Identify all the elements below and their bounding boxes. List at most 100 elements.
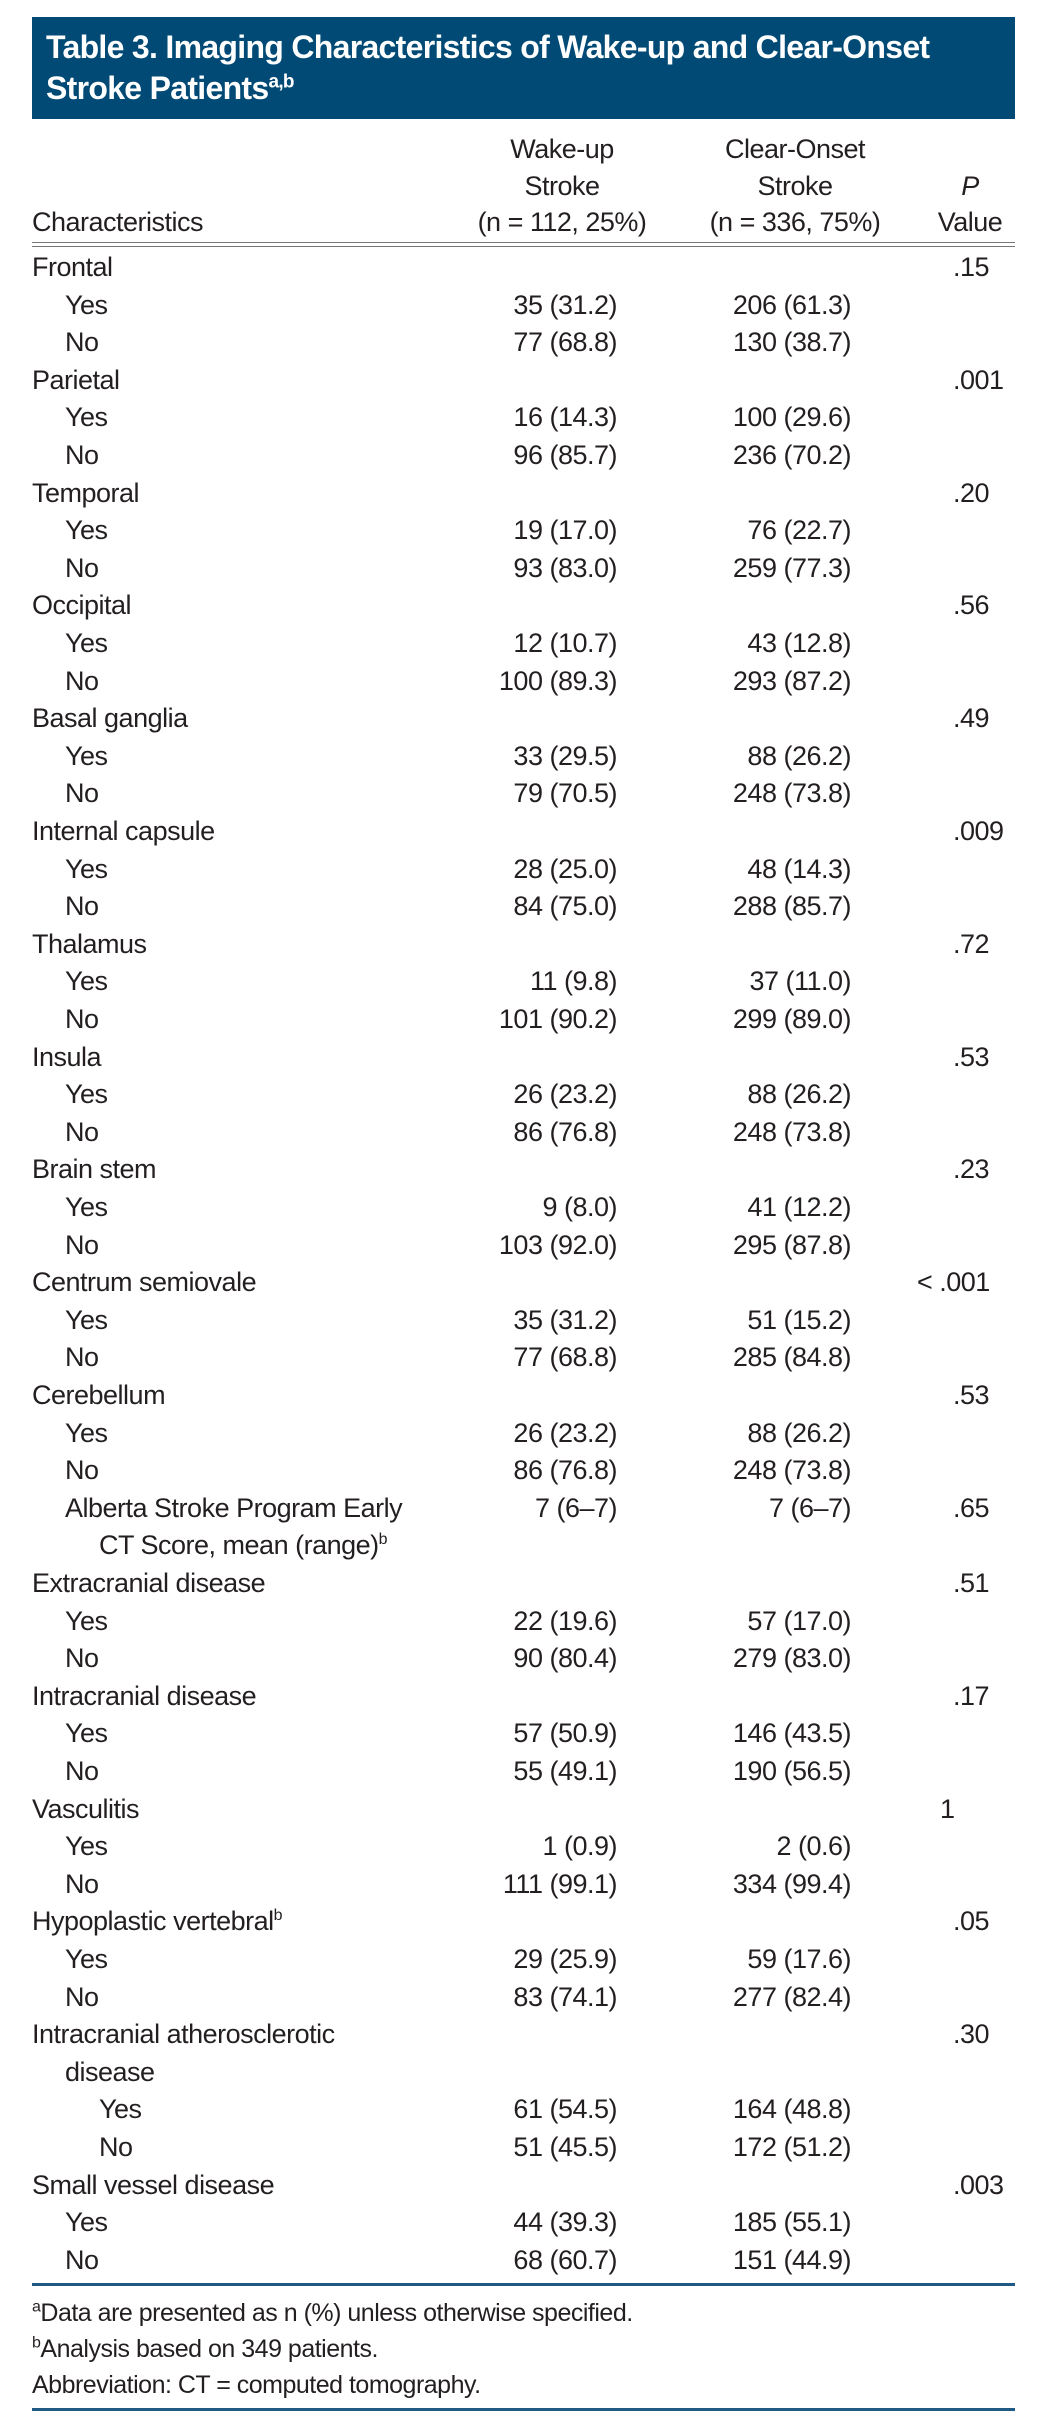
footnote-text: Data are presented as n (%) unless other… — [40, 2299, 633, 2327]
row-label: No — [65, 437, 99, 475]
table-row: No 101 (90.2) 299 (89.0) — [0, 1001, 1046, 1039]
wake-up-value: 84 (75.0) — [513, 891, 617, 922]
wake-up-value: 33 (29.5) — [513, 740, 617, 771]
table-row-category: Centrum semiovale < .001 — [0, 1264, 1046, 1302]
wake-up-value: 57 (50.9) — [513, 1718, 617, 1749]
table-row-category: Extracranial disease .51 — [0, 1565, 1046, 1603]
row-label-text: Yes — [65, 1304, 108, 1335]
row-label-text: No — [65, 1004, 99, 1034]
p-value: .53 — [953, 1380, 990, 1410]
header-rule — [32, 242, 1015, 247]
table-row: Yes 61 (54.5) 164 (48.8) — [0, 2091, 1046, 2129]
wake-up-value: 61 (54.5) — [513, 2094, 617, 2125]
clear-onset-value: 248 (73.8) — [732, 778, 852, 809]
row-label-text: disease — [65, 2056, 155, 2087]
row-label-text: Yes — [65, 1605, 108, 1636]
table-row: No 79 (70.5) 248 (73.8) — [0, 775, 1046, 813]
row-label: Hypoplastic vertebralb — [32, 1903, 283, 1941]
wake-up-value: 96 (85.7) — [513, 440, 617, 470]
row-label-text: Yes — [65, 853, 108, 884]
row-label-text: Internal capsule — [32, 816, 215, 846]
row-label: No — [65, 2242, 99, 2280]
wake-up-value: 83 (74.1) — [513, 1981, 617, 2012]
table-row: Yes 19 (17.0) 76 (22.7) — [0, 512, 1046, 550]
table-row-category: Thalamus .72 — [0, 926, 1046, 964]
table-row-category: Temporal .20 — [0, 475, 1046, 513]
wake-up-value: 7 (6–7) — [534, 1492, 618, 1523]
wake-up-value: 1 (0.9) — [542, 1831, 617, 1862]
header-wake-line2: Stroke — [524, 171, 600, 201]
row-label: Brain stem — [32, 1151, 157, 1189]
row-label: Yes — [65, 1189, 108, 1227]
wake-up-value: 26 (23.2) — [513, 1417, 617, 1448]
row-label: No — [65, 1866, 99, 1904]
header-p-line2: Value — [937, 207, 1003, 237]
p-value: .23 — [953, 1154, 990, 1185]
row-label: Alberta Stroke Program Early — [65, 1490, 403, 1528]
row-label: Intracranial atherosclerotic — [32, 2016, 335, 2054]
row-label-text: Yes — [65, 1079, 108, 1110]
row-label: Small vessel disease — [32, 2167, 275, 2205]
row-label-text: Frontal — [32, 252, 113, 282]
footnote: aData are presented as n (%) unless othe… — [32, 2295, 633, 2331]
clear-onset-value: 37 (11.0) — [749, 966, 851, 997]
clear-onset-value: 146 (43.5) — [732, 1718, 852, 1749]
table-row: Yes 57 (50.9) 146 (43.5) — [0, 1715, 1046, 1753]
clear-onset-value: 88 (26.2) — [747, 1079, 851, 1110]
header-characteristics: Characteristics — [32, 207, 204, 237]
wake-up-value: 12 (10.7) — [513, 628, 617, 658]
clear-onset-value: 151 (44.9) — [732, 2244, 852, 2275]
row-label: No — [65, 1979, 99, 2017]
table-row: Yes 35 (31.2) 51 (15.2) — [0, 1302, 1046, 1340]
row-label-text: No — [99, 2132, 133, 2162]
header-clear-line2: Stroke — [757, 171, 833, 201]
row-label: No — [65, 550, 99, 588]
row-label: Basal ganglia — [32, 700, 188, 738]
clear-onset-value: 100 (29.6) — [732, 402, 852, 433]
table-row: No 86 (76.8) 248 (73.8) — [0, 1452, 1046, 1490]
row-label: No — [99, 2129, 133, 2167]
p-value: .56 — [953, 590, 990, 621]
row-label-text: Yes — [65, 1192, 108, 1222]
p-value: .15 — [953, 252, 990, 282]
table-row-category: Basal ganglia .49 — [0, 700, 1046, 738]
footnote-marker: b — [273, 1907, 283, 1925]
row-label: Insula — [32, 1039, 102, 1077]
row-label: Intracranial disease — [32, 1678, 257, 1716]
wake-up-value: 101 (90.2) — [498, 1004, 618, 1034]
row-label-text: Basal ganglia — [32, 703, 188, 734]
table-row: Yes 35 (31.2) 206 (61.3) — [0, 287, 1046, 325]
table-row: No 51 (45.5) 172 (51.2) — [0, 2129, 1046, 2167]
row-label: Temporal — [32, 475, 140, 513]
row-label-text: Insula — [32, 1041, 102, 1072]
wake-up-value: 35 (31.2) — [513, 1304, 617, 1335]
table-row: No 84 (75.0) 288 (85.7) — [0, 888, 1046, 926]
row-label: Yes — [65, 2204, 108, 2242]
p-value: .001 — [953, 364, 1004, 395]
row-label: No — [65, 1227, 99, 1265]
row-label-text: Parietal — [32, 364, 120, 395]
wake-up-value: 19 (17.0) — [513, 515, 617, 546]
row-label: Yes — [65, 1715, 108, 1753]
clear-onset-value: 295 (87.8) — [732, 1229, 852, 1260]
row-label-text: No — [65, 891, 99, 922]
row-label-text: Yes — [65, 515, 108, 546]
clear-onset-value: 285 (84.8) — [732, 1342, 852, 1373]
p-value: 1 — [940, 1793, 955, 1824]
row-label-text: Vasculitis — [32, 1793, 140, 1824]
footnote: bAnalysis based on 349 patients. — [32, 2331, 378, 2367]
table-row-category: Intracranial atherosclerotic .30 — [0, 2016, 1046, 2054]
row-label-text: No — [65, 1981, 99, 2012]
table-row: No 86 (76.8) 248 (73.8) — [0, 1114, 1046, 1152]
table-row-category: Parietal .001 — [0, 362, 1046, 400]
p-value: .009 — [953, 816, 1004, 846]
row-label-text: Yes — [65, 740, 108, 771]
table-row: No 96 (85.7) 236 (70.2) — [0, 437, 1046, 475]
wake-up-value: 93 (83.0) — [513, 552, 617, 583]
header-wake-line3: (n = 112, 25%) — [477, 207, 647, 237]
table-title-bar: Table 3. Imaging Characteristics of Wake… — [32, 17, 1015, 119]
row-label: Yes — [99, 2091, 142, 2129]
row-label: Internal capsule — [32, 813, 215, 851]
row-label-text: Yes — [65, 966, 108, 997]
row-label: Yes — [65, 1415, 108, 1453]
